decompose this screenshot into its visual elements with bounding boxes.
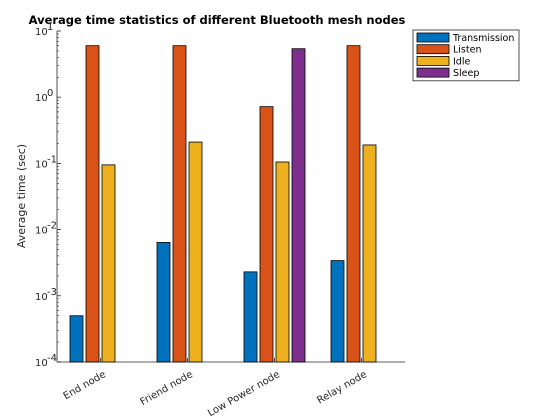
y-tick-label: 10 <box>35 27 48 38</box>
bar-transmission <box>69 315 84 363</box>
legend-swatch <box>416 44 450 55</box>
x-tick-label: Low Power node <box>206 369 282 419</box>
x-axis: End node Friend node Low Power node Relay n… <box>62 358 369 419</box>
bar-listen <box>172 45 187 363</box>
bar-idle <box>362 144 377 363</box>
y-tick-label: 10 <box>35 159 48 170</box>
bar-transmission <box>156 242 171 363</box>
y-tick-exponent: -3 <box>47 287 57 298</box>
y-tick-label: 10 <box>35 358 48 369</box>
legend-entry: Transmission <box>452 33 514 44</box>
y-tick-exponent: -2 <box>47 221 57 232</box>
y-tick-exponent: 1 <box>47 22 53 33</box>
bar-idle <box>188 141 203 363</box>
chart-title: Average time statistics of different Blu… <box>29 13 406 27</box>
legend-entry: Idle <box>453 56 470 67</box>
bar-listen <box>85 45 100 363</box>
legend-entry: Sleep <box>453 68 479 79</box>
y-tick-exponent: -4 <box>47 353 57 364</box>
y-tick-label: 10 <box>35 93 48 104</box>
legend-entry: Listen <box>453 45 481 56</box>
bar-listen <box>259 106 274 363</box>
y-tick-exponent: -1 <box>47 154 57 165</box>
x-tick-label: Relay node <box>315 369 369 406</box>
y-tick-label: 10 <box>35 226 48 237</box>
legend-swatch <box>416 67 450 78</box>
bar-idle <box>275 161 290 363</box>
bar-idle <box>101 164 116 363</box>
bars <box>69 45 377 363</box>
y-tick-label: 10 <box>35 292 48 303</box>
x-tick-label: Friend node <box>138 369 195 408</box>
bar-sleep <box>291 48 306 363</box>
y-axis-label: Average time (sec) <box>15 144 28 248</box>
x-tick-label: End node <box>62 369 108 402</box>
legend-swatch <box>416 56 450 66</box>
bar-transmission <box>243 271 258 363</box>
bar-transmission <box>330 260 345 363</box>
y-tick-exponent: 0 <box>47 88 53 99</box>
legend-swatch <box>416 32 450 43</box>
bar-listen <box>346 45 361 363</box>
